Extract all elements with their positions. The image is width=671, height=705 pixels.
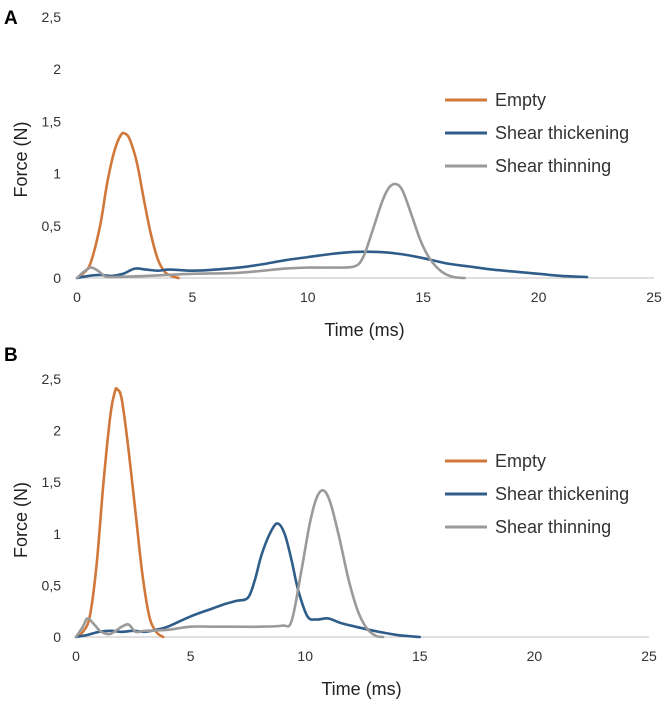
legend-label-shear-thinning: Shear thinning xyxy=(495,156,611,176)
legend-label-empty: Empty xyxy=(495,90,546,110)
y-axis-title: Force (N) xyxy=(11,482,31,558)
x-axis-title: Time (ms) xyxy=(324,320,404,340)
y-tick-label: 0 xyxy=(53,629,61,645)
series-line-shear-thickening xyxy=(74,522,422,639)
x-tick-label: 15 xyxy=(412,648,428,664)
x-tick-label: 25 xyxy=(646,289,662,305)
legend-label-shear-thinning: Shear thinning xyxy=(495,517,611,537)
y-tick-label: 2,5 xyxy=(42,9,62,25)
series-line-empty xyxy=(74,386,165,639)
y-axis-title: Force (N) xyxy=(11,122,31,198)
panel-label: A xyxy=(4,8,18,29)
y-tick-label: 1 xyxy=(53,526,61,542)
y-tick-label: 0,5 xyxy=(42,577,62,593)
x-tick-label: 10 xyxy=(297,648,313,664)
legend-label-shear-thickening: Shear thickening xyxy=(495,484,629,504)
x-tick-label: 5 xyxy=(187,648,195,664)
x-tick-label: 20 xyxy=(531,289,547,305)
y-tick-label: 0 xyxy=(53,270,61,286)
series-line-shear-thickening xyxy=(75,250,589,280)
y-tick-label: 1 xyxy=(53,166,61,182)
y-tick-label: 1,5 xyxy=(42,474,62,490)
x-tick-label: 0 xyxy=(73,289,81,305)
y-tick-label: 2,5 xyxy=(42,371,62,387)
series-line-empty xyxy=(75,131,180,280)
series-line-shear-thinning xyxy=(75,182,466,280)
panel-b: B 0 5 10 15 20 25 0 0,5 1 1,5 2 2,5 Time (ms) Force (N… xyxy=(4,345,657,699)
legend-label-shear-thickening: Shear thickening xyxy=(495,123,629,143)
panel-label: B xyxy=(4,345,18,366)
x-tick-label: 15 xyxy=(415,289,431,305)
y-tick-label: 1,5 xyxy=(42,113,62,129)
x-tick-label: 5 xyxy=(189,289,197,305)
legend-label-empty: Empty xyxy=(495,451,546,471)
x-tick-label: 25 xyxy=(641,648,657,664)
x-tick-label: 10 xyxy=(300,289,316,305)
x-axis-title: Time (ms) xyxy=(321,679,401,699)
y-tick-label: 2 xyxy=(53,423,61,439)
series-line-shear-thinning xyxy=(74,489,385,639)
x-tick-label: 0 xyxy=(72,648,80,664)
x-tick-label: 20 xyxy=(527,648,543,664)
y-tick-label: 0,5 xyxy=(42,218,62,234)
panel-a: A 0 5 10 15 20 25 0 0,5 1 1,5 2 2,5 Time (ms) Force (N… xyxy=(4,8,662,340)
y-tick-label: 2 xyxy=(53,61,61,77)
